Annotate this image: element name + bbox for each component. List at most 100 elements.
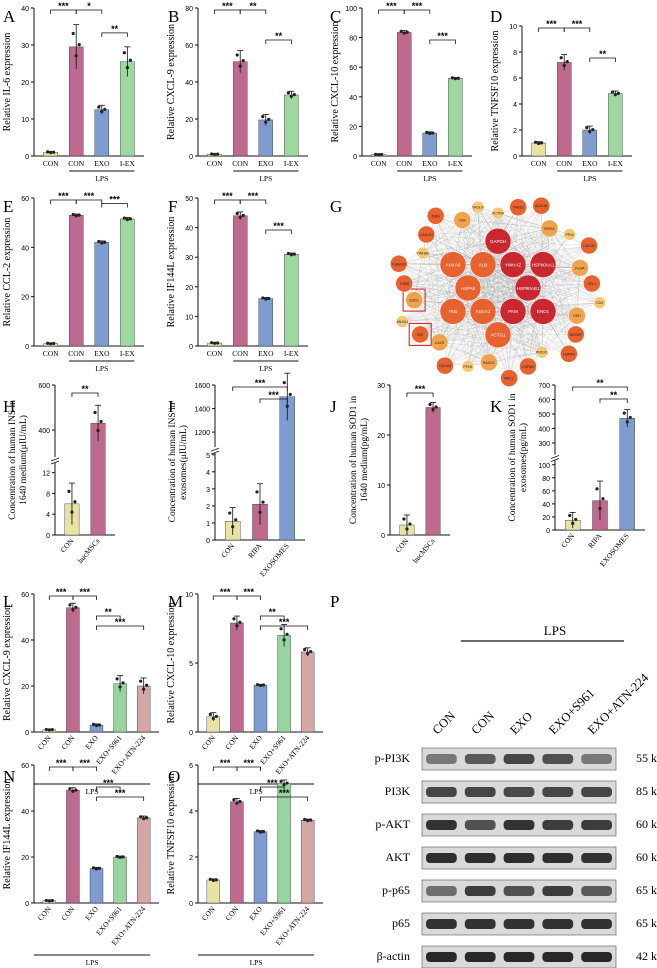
network-node <box>509 198 527 216</box>
blot-band <box>464 754 496 764</box>
data-point <box>213 152 217 156</box>
y-tick-label: 10 <box>185 592 193 599</box>
data-point <box>267 296 271 301</box>
sig-bracket <box>260 796 309 801</box>
network-edge <box>444 315 578 366</box>
chart-k: 0 20 40 60 80 100 300 400 500 600 700 Concentration… <box>507 378 645 568</box>
y-tick-label: 30 <box>377 383 385 390</box>
y-axis-label-line2: exosomes(pg/mL) <box>518 423 529 492</box>
blot-band <box>581 853 612 863</box>
x-tick-label: I-EX <box>120 159 136 168</box>
y-tick-label: 0 <box>25 154 29 161</box>
network-node-label: MSN <box>432 214 440 218</box>
data-point <box>241 213 245 217</box>
data-point <box>628 415 632 420</box>
data-point <box>595 487 599 491</box>
y-tick-label: 40 <box>185 80 193 87</box>
data-point <box>613 93 617 97</box>
ppi-network-panel-g: ACTN4 THBS1 ALDOA RHOA PPIA CDC42 FLNA CFL1 CD9 C… <box>390 196 606 387</box>
data-point <box>585 126 589 130</box>
axis-break-mark <box>210 447 220 452</box>
blot-size-label: 60 kDa <box>636 850 657 864</box>
network-node <box>560 345 578 363</box>
sig-bracket <box>96 786 121 791</box>
data-point <box>214 714 218 719</box>
network-node <box>568 306 586 325</box>
network-edge <box>398 213 499 264</box>
sig-label: *** <box>279 788 290 798</box>
bar <box>258 298 274 347</box>
sig-bracket <box>236 766 261 771</box>
sig-bracket <box>96 615 121 620</box>
network-node <box>540 219 559 238</box>
y-tick-label: 80 <box>185 6 193 13</box>
network-node-hub <box>484 321 512 349</box>
data-point <box>118 685 122 689</box>
sig-label: *** <box>572 19 583 29</box>
sig-label: *** <box>386 1 397 11</box>
data-point <box>258 683 263 687</box>
network-node <box>390 255 408 273</box>
data-point <box>289 253 293 257</box>
blot-band <box>426 820 457 830</box>
sig-bracket <box>75 9 103 14</box>
blot-size-label: 60 kDa <box>636 817 657 831</box>
sig-label: *** <box>267 778 278 788</box>
data-point <box>71 212 75 217</box>
y-axis-label-line2: exosomes(μIU/mL) <box>178 425 189 500</box>
network-node <box>500 369 518 387</box>
network-edge <box>482 264 510 379</box>
y-tick-label: 1400 <box>194 407 210 414</box>
data-point <box>91 866 96 870</box>
chart-b: 0 20 40 60 80 Relative CXCL-9 expression CON CO… <box>166 1 308 183</box>
data-point <box>255 683 260 687</box>
data-point <box>431 407 435 412</box>
network-edge <box>439 311 514 343</box>
data-point <box>453 76 457 81</box>
y-tick-label: 100 <box>345 6 357 13</box>
data-point <box>261 829 266 834</box>
data-point <box>213 341 217 345</box>
x-tick-label: CON <box>223 733 240 751</box>
data-point <box>285 404 289 408</box>
data-point <box>74 214 78 218</box>
network-node-label: THBS1 <box>512 206 524 210</box>
chart-d: 0 2 4 6 8 10 Relative TNFSF10 expression CON CON… <box>490 19 632 183</box>
network-node-hub <box>439 251 467 278</box>
network-node <box>471 200 485 214</box>
highlight-box <box>408 322 432 346</box>
data-point <box>425 130 429 134</box>
bar <box>300 820 315 904</box>
blot-size-label: 85 kDa <box>636 784 657 798</box>
data-point <box>234 518 238 522</box>
chart-f: 0 10 20 30 40 50 Relative IF144L expression CON… <box>166 191 308 373</box>
data-point <box>74 54 78 58</box>
panel-letter-o: O <box>168 767 180 786</box>
sig-bracket <box>406 392 434 397</box>
x-tick-label: I-EX <box>120 349 136 358</box>
y-tick-label: 40 <box>349 95 357 102</box>
y-tick-label: 8 <box>46 491 50 498</box>
blot-band <box>464 853 496 863</box>
panel-letter-b: B <box>168 7 179 26</box>
x-tick-label: hucMSCs <box>76 536 102 565</box>
x-tick-label: hucMSCs <box>411 536 437 565</box>
data-point <box>97 866 102 870</box>
sig-bracket <box>239 9 267 14</box>
sig-label: ** <box>269 607 277 617</box>
group-label: LPS <box>95 364 108 373</box>
data-point <box>282 638 286 642</box>
network-edge <box>439 342 542 353</box>
y-tick-label: 20 <box>185 285 193 292</box>
network-node-label: TUBA1B <box>392 262 407 266</box>
sig-label: ** <box>275 31 283 41</box>
y-tick-label: 0 <box>189 344 193 351</box>
group-label: LPS <box>423 174 436 183</box>
data-point <box>99 419 103 424</box>
bar <box>556 62 572 157</box>
data-point <box>139 815 143 819</box>
network-node-hub <box>499 251 527 278</box>
data-point <box>214 878 218 882</box>
panel-letter-h: H <box>3 397 15 416</box>
blot-band <box>426 919 457 929</box>
